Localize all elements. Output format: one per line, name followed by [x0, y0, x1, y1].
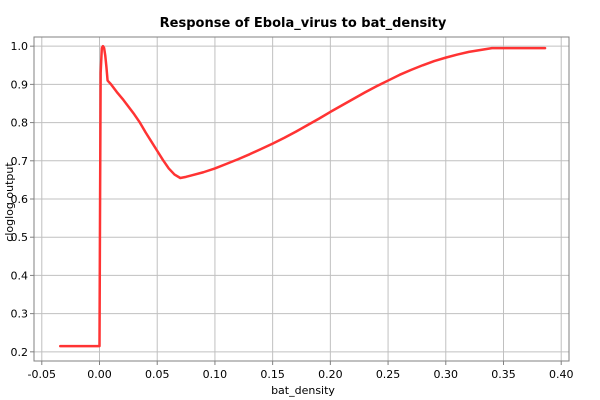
y-tick-label: 0.6: [11, 193, 29, 206]
y-axis-label: cloglog output: [3, 162, 16, 242]
y-tick-label: 0.9: [11, 78, 29, 91]
x-tick-label: 0.30: [434, 368, 459, 381]
y-tick-label: 0.2: [11, 346, 29, 359]
grid-lines: [34, 37, 569, 361]
x-tick-label: 0.40: [549, 368, 574, 381]
x-axis-label: bat_density: [271, 384, 335, 397]
x-tick-label: 0.35: [491, 368, 516, 381]
x-tick-label: 0.20: [318, 368, 343, 381]
axis-ticks: -0.05 0.00 0.05 0.10 0.15 0.20 0.25 0.30 0.35 0.4…: [11, 40, 574, 381]
y-tick-label: 1.0: [11, 40, 29, 53]
x-tick-label: -0.05: [28, 368, 56, 381]
y-tick-label: 0.7: [11, 155, 29, 168]
x-tick-label: 0.15: [260, 368, 285, 381]
y-tick-label: 0.3: [11, 308, 29, 321]
x-tick-label: 0.05: [145, 368, 170, 381]
y-tick-label: 0.8: [11, 117, 29, 130]
x-tick-label: 0.00: [87, 368, 112, 381]
x-tick-label: 0.25: [376, 368, 401, 381]
response-curve: [59, 44, 547, 348]
x-tick-label: 0.10: [203, 368, 228, 381]
y-tick-label: 0.4: [11, 269, 29, 282]
chart-title: Response of Ebola_virus to bat_density: [160, 16, 447, 31]
y-tick-label: 0.5: [11, 231, 29, 244]
series-lines: [59, 44, 547, 348]
